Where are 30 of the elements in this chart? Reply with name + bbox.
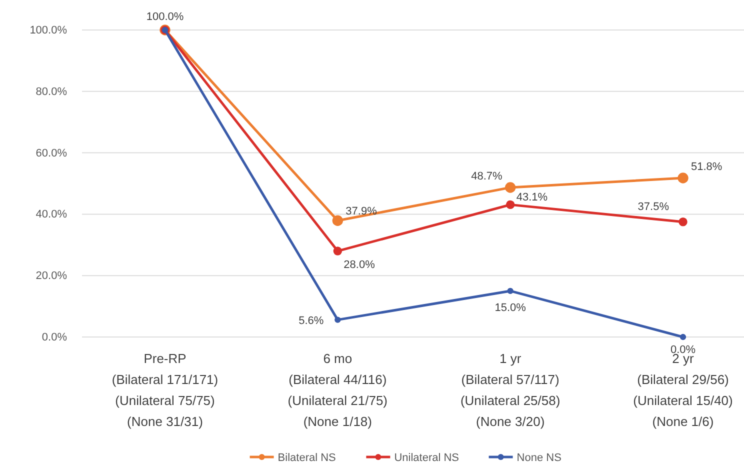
data-label: 43.1% <box>516 192 548 204</box>
x-tick-label: 1 yr (Bilateral 57/117) (Unilateral 25/58) (None 3/20) <box>460 351 560 429</box>
point <box>678 172 688 184</box>
point <box>334 316 341 323</box>
data-label: 5.6% <box>298 314 324 327</box>
x-tick-label: Pre-RP (Bilateral 171/171) (Unilateral 75/75) (None 31/31) <box>112 351 218 429</box>
y-tick-label: 100.0% <box>30 24 68 37</box>
data-label: 51.8% <box>691 160 722 173</box>
legend-label: Bilateral NS <box>278 452 336 464</box>
point <box>507 288 514 294</box>
x-tick-label: 6 mo (Bilateral 44/116) (Unilateral 21/75) (None 1/18) <box>288 351 388 429</box>
point <box>504 182 516 193</box>
data-label: 28.0% <box>344 259 376 272</box>
legend-label: Unilateral NS <box>394 452 460 464</box>
point <box>332 215 344 226</box>
point <box>506 200 515 210</box>
data-label: 37.9% <box>346 206 378 218</box>
point <box>333 246 342 256</box>
data-label: 15.0% <box>494 302 526 314</box>
y-tick-label: 20.0% <box>36 270 68 282</box>
y-tick-label: 80.0% <box>36 86 68 98</box>
data-label: 48.7% <box>471 170 503 182</box>
point <box>680 334 686 340</box>
y-tick-label: 60.0% <box>36 147 68 160</box>
y-tick-label: 40.0% <box>36 208 68 221</box>
y-tick-label: 0.0% <box>42 332 68 344</box>
point <box>678 218 688 226</box>
data-label: 37.5% <box>638 200 670 213</box>
legend-label: None NS <box>516 452 562 464</box>
data-label: 100.0% <box>146 11 184 23</box>
